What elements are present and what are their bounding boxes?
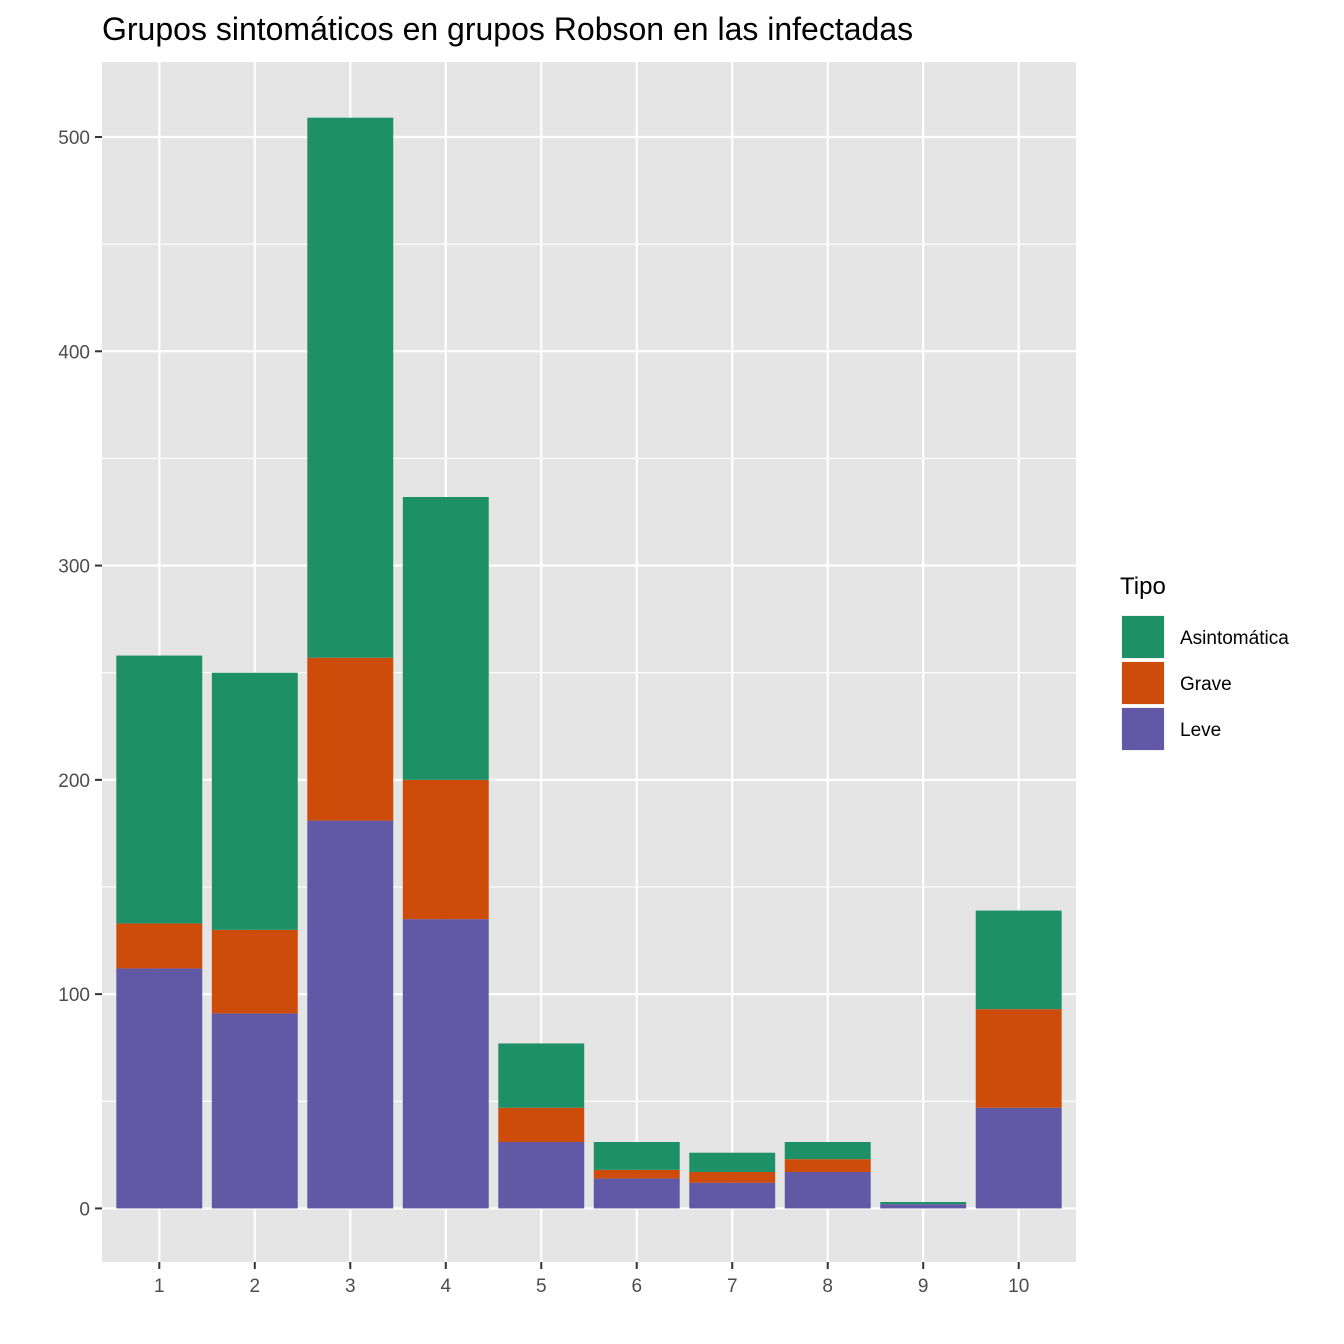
y-tick-label: 100 <box>58 985 90 1006</box>
x-tick-label: 6 <box>631 1276 642 1297</box>
x-tick-label: 1 <box>154 1276 165 1297</box>
y-tick-label: 300 <box>58 557 90 578</box>
bar-segment <box>211 672 298 930</box>
x-tick-label: 4 <box>440 1276 451 1297</box>
bar-segment <box>975 910 1062 1010</box>
bars <box>116 117 1062 1209</box>
legend-label: Leve <box>1180 720 1221 741</box>
bar-segment <box>402 497 489 780</box>
bar-segment <box>880 1204 967 1209</box>
x-axis: 1 2 3 4 5 6 7 8 9 10 <box>154 1262 1029 1297</box>
legend-key <box>1122 616 1164 658</box>
legend-label: Asintomática <box>1180 628 1289 649</box>
y-tick-label: 400 <box>58 342 90 363</box>
bar-segment <box>402 919 489 1209</box>
bar-segment <box>307 117 394 658</box>
bar-segment <box>211 1013 298 1209</box>
bar-segment <box>784 1159 871 1172</box>
x-tick-label: 5 <box>536 1276 547 1297</box>
x-tick-label: 10 <box>1008 1276 1029 1297</box>
bar-segment <box>498 1142 585 1209</box>
x-tick-label: 9 <box>918 1276 929 1297</box>
bar-segment <box>307 657 394 821</box>
y-tick-label: 0 <box>79 1199 90 1220</box>
bar-segment <box>784 1172 871 1209</box>
x-tick-label: 2 <box>249 1276 260 1297</box>
y-tick-label: 200 <box>58 771 90 792</box>
legend-key <box>1122 662 1164 704</box>
legend-label: Grave <box>1180 674 1232 695</box>
bar-segment <box>116 655 203 924</box>
chart-title: Grupos sintomáticos en grupos Robson en … <box>102 11 913 47</box>
y-tick-label: 500 <box>58 128 90 149</box>
bar-segment <box>307 820 394 1209</box>
bar-segment <box>975 1009 1062 1108</box>
legend-title: Tipo <box>1120 573 1166 600</box>
y-axis: 0 100 200 300 400 500 <box>58 128 102 1220</box>
bar-segment <box>593 1178 680 1209</box>
x-tick-label: 7 <box>727 1276 738 1297</box>
bar-segment <box>784 1142 871 1160</box>
bar-segment <box>211 929 298 1014</box>
bar-segment <box>116 923 203 969</box>
bar-segment <box>975 1107 1062 1209</box>
bar-segment <box>593 1142 680 1170</box>
bar-segment <box>593 1169 680 1179</box>
bar-segment <box>116 968 203 1209</box>
bar-segment <box>880 1202 967 1205</box>
bar-segment <box>689 1152 776 1172</box>
x-tick-label: 3 <box>345 1276 356 1297</box>
bar-segment <box>689 1172 776 1183</box>
bar-segment <box>498 1107 585 1142</box>
bar-segment <box>402 779 489 920</box>
legend: Tipo Asintomática Grave Leve <box>1119 573 1289 753</box>
x-tick-label: 8 <box>822 1276 833 1297</box>
legend-key <box>1122 708 1164 750</box>
bar-segment <box>689 1182 776 1209</box>
bar-segment <box>498 1043 585 1108</box>
